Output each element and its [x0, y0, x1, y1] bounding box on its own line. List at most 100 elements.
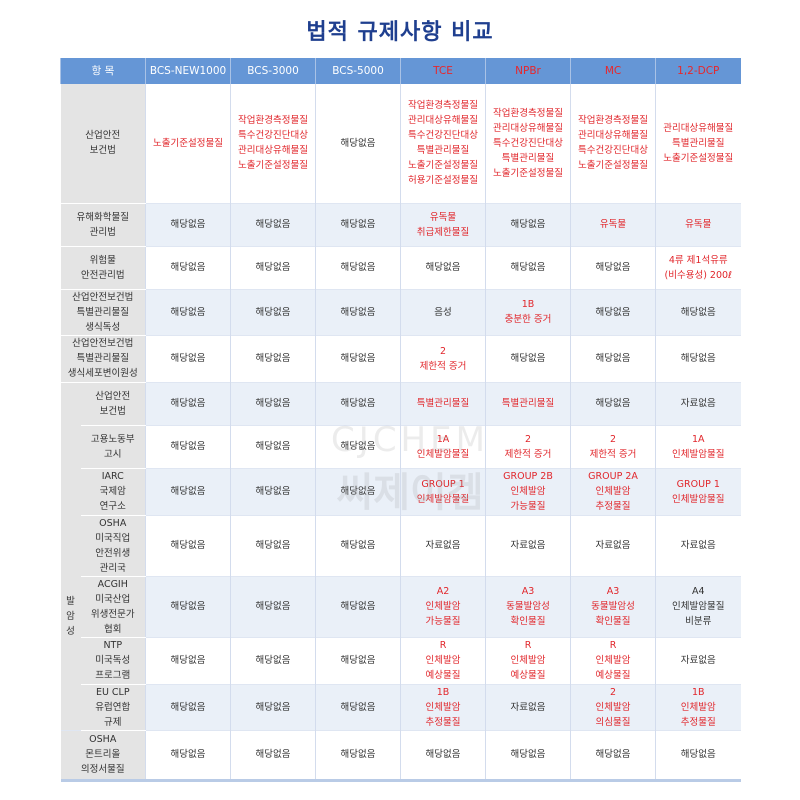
table-row: OSHA 몬트리올 의정서물질 해당없음 해당없음 해당없음 해당없음 해당없음 해당없음 해…	[60, 730, 741, 781]
table-cell: 1B 인체발암 추정물질	[655, 684, 741, 730]
table-cell: 해당없음	[315, 637, 401, 684]
group-label: 발 암 성	[60, 382, 81, 730]
header-bcs-new1000: BCS-NEW1000	[145, 58, 231, 84]
regulation-comparison-table: 항 목 BCS-NEW1000 BCS-3000 BCS-5000 TCE NPBr MC…	[59, 58, 741, 782]
header-tce: TCE	[400, 58, 486, 84]
table-cell: 해당없음	[315, 730, 401, 780]
table-cell: 1A 인체발암물질	[655, 425, 741, 468]
table-cell: 작업환경측정물질 특수건강진단대상 관리대상유해물질 노출기준설정물질	[230, 84, 316, 203]
header-item: 항 목	[59, 58, 146, 84]
table-cell: 작업환경측정물질 관리대상유해물질 특수건강진단대상 특별관리물질 노출기준설정…	[400, 84, 486, 203]
table-cell: 해당없음	[230, 576, 316, 637]
table-cell: A4 인체발암물질 비분류	[655, 576, 741, 637]
table-cell: 해당없음	[485, 335, 571, 382]
row-label: ACGIH 미국산업 위생전문가 협회	[80, 576, 146, 638]
row-label: OSHA 미국직업 안전위생 관리국	[80, 515, 146, 577]
table-cell: 자료없음	[655, 637, 741, 684]
row-label: 산업안전 보건법	[60, 84, 146, 204]
header-npbr: NPBr	[485, 58, 571, 84]
table-cell: R 인체발암 예상물질	[570, 637, 656, 684]
table-row: ACGIH 미국산업 위생전문가 협회 해당없음 해당없음 해당없음 A2 인체발암 가…	[60, 576, 741, 638]
table-cell: 2 제한적 증거	[570, 425, 656, 468]
row-label: NTP 미국독성 프로그램	[80, 637, 146, 685]
table-cell: 해당없음	[145, 730, 231, 780]
table-cell: 해당없음	[485, 203, 571, 246]
table-cell: 해당없음	[655, 335, 741, 382]
table-cell: 자료없음	[485, 684, 571, 730]
table-row: 위험물 안전관리법 해당없음 해당없음 해당없음 해당없음 해당없음 해당없음 4류 제1석유…	[60, 246, 741, 290]
table-cell: 해당없음	[400, 730, 486, 780]
table-cell: 해당없음	[315, 84, 401, 203]
table-cell: 자료없음	[570, 515, 656, 576]
table-row: OSHA 미국직업 안전위생 관리국 해당없음 해당없음 해당없음 자료없음 자료없음 자료…	[60, 515, 741, 577]
table-cell: 해당없음	[145, 246, 231, 289]
table-row: 산업안전보건법 특별관리물질 생식독성 해당없음 해당없음 해당없음 음성 1B 충분한 …	[60, 289, 741, 336]
table-cell: 해당없음	[570, 382, 656, 425]
table-cell: 해당없음	[570, 289, 656, 335]
table-cell: 해당없음	[400, 246, 486, 289]
table-cell: 해당없음	[145, 425, 231, 468]
table-cell: 유독물	[570, 203, 656, 246]
row-label: 유해화학물질 관리법	[60, 203, 146, 247]
table-cell: 노출기준설정물질	[145, 84, 231, 203]
table-cell: 유독물	[655, 203, 741, 246]
header-bcs-3000: BCS-3000	[230, 58, 316, 84]
table-cell: 해당없음	[315, 425, 401, 468]
table-cell: 해당없음	[485, 246, 571, 289]
table-cell: 해당없음	[145, 468, 231, 515]
table-cell: A2 인체발암 가능물질	[400, 576, 486, 637]
table-cell: 해당없음	[655, 730, 741, 780]
table-row: EU CLP 유럽연합 규제 해당없음 해당없음 해당없음 1B 인체발암 추정물질 자료…	[60, 684, 741, 731]
row-label: 위험물 안전관리법	[60, 246, 146, 290]
page-title: 법적 규제사항 비교	[306, 20, 494, 45]
table-cell: GROUP 1 인체발암물질	[400, 468, 486, 515]
row-label: EU CLP 유럽연합 규제	[80, 684, 146, 731]
table-cell: GROUP 2B 인체발암 가능물질	[485, 468, 571, 515]
table-cell: 관리대상유해물질 특별관리물질 노출기준설정물질	[655, 84, 741, 203]
table-cell: 해당없음	[230, 515, 316, 576]
table-cell: 작업환경측정물질 관리대상유해물질 특수건강진단대상 특별관리물질 노출기준설정…	[485, 84, 571, 203]
table-cell: 해당없음	[315, 289, 401, 335]
table-cell: 해당없음	[145, 203, 231, 246]
table-cell: 해당없음	[570, 246, 656, 289]
table-cell: 해당없음	[230, 246, 316, 289]
table-cell: 1B 충분한 증거	[485, 289, 571, 335]
table-row: 발 암 성 산업안전 보건법 해당없음 해당없음 해당없음 특별관리물질 특별관리물질 해당없…	[60, 382, 741, 730]
table-cell: 해당없음	[145, 684, 231, 730]
row-label: 산업안전보건법 특별관리물질 생식세포변이원성	[60, 335, 146, 383]
table-cell: 자료없음	[485, 515, 571, 576]
table-cell: GROUP 1 인체발암물질	[655, 468, 741, 515]
table-cell: 해당없음	[230, 425, 316, 468]
table-cell: 2 인체발암 의심물질	[570, 684, 656, 730]
table-cell: R 인체발암 예상물질	[400, 637, 486, 684]
table-row: 고용노동부 고시 해당없음 해당없음 해당없음 1A 인체발암물질 2 제한적 증거 2 제…	[60, 425, 741, 469]
table-cell: A3 동물발암성 확인물질	[485, 576, 571, 637]
table-cell: 해당없음	[485, 730, 571, 780]
row-label: 고용노동부 고시	[80, 425, 146, 469]
row-label: 산업안전 보건법	[80, 382, 146, 426]
table-cell: 해당없음	[230, 203, 316, 246]
table-cell: 자료없음	[400, 515, 486, 576]
table-cell: 해당없음	[145, 289, 231, 335]
table-cell: 4류 제1석유류 (비수용성) 200ℓ	[655, 246, 741, 289]
row-label: IARC 국제암 연구소	[80, 468, 146, 516]
row-label: 산업안전보건법 특별관리물질 생식독성	[60, 289, 146, 336]
table-cell: 해당없음	[315, 515, 401, 576]
table-cell: 2 제한적 증거	[485, 425, 571, 468]
table-cell: 해당없음	[570, 335, 656, 382]
table-row: 산업안전보건법 특별관리물질 생식세포변이원성 해당없음 해당없음 해당없음 2 제한적…	[60, 335, 741, 383]
table-cell: 해당없음	[230, 382, 316, 425]
table-cell: 해당없음	[145, 576, 231, 637]
table-cell: 자료없음	[655, 382, 741, 425]
table-cell: 해당없음	[230, 637, 316, 684]
table-row: 유해화학물질 관리법 해당없음 해당없음 해당없음 유독물 취급제한물질 해당없음 유독물 유…	[60, 203, 741, 247]
table-cell: 해당없음	[655, 289, 741, 335]
table-cell: 해당없음	[570, 730, 656, 780]
header-mc: MC	[570, 58, 656, 84]
table-cell: 해당없음	[315, 684, 401, 730]
table-cell: 해당없음	[230, 684, 316, 730]
table-cell: 특별관리물질	[400, 382, 486, 425]
table-cell: 1B 인체발암 추정물질	[400, 684, 486, 730]
table-cell: 유독물 취급제한물질	[400, 203, 486, 246]
table-cell: 해당없음	[315, 246, 401, 289]
